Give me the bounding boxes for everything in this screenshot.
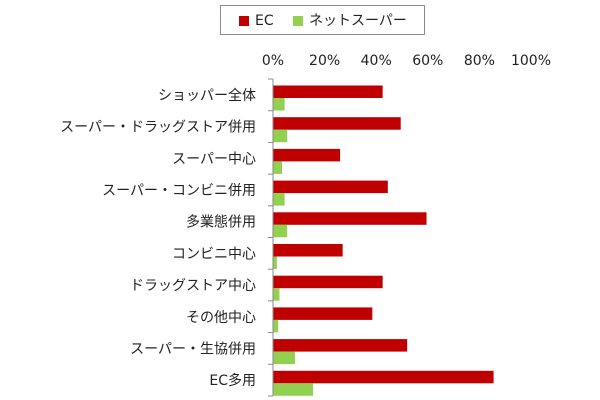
- legend: EC ネットスーパー: [220, 5, 425, 35]
- bar-ec: [273, 117, 401, 130]
- category-label: その他中心: [186, 310, 256, 326]
- bar-net-super: [273, 224, 288, 238]
- legend-entry-net-super: ネットスーパー: [293, 13, 407, 29]
- bar-net-super: [273, 193, 285, 206]
- category-label: スーパー中心: [172, 151, 256, 167]
- bar-ec: [273, 307, 373, 320]
- category-label: スーパー・コンビニ併用: [102, 183, 256, 199]
- category-label: スーパー・ドラッグストア併用: [60, 120, 256, 136]
- legend-entry-ec: EC: [239, 13, 274, 29]
- legend-swatch-net-super: [293, 16, 303, 26]
- x-tick-label: 100%: [511, 53, 551, 69]
- bar-ec: [273, 370, 494, 384]
- x-tick-label: 40%: [361, 53, 392, 69]
- category-label: EC多用: [209, 372, 256, 389]
- bar-ec: [273, 180, 388, 194]
- bar-net-super: [273, 351, 295, 365]
- legend-label-ec: EC: [255, 13, 274, 29]
- bar-net-super: [273, 98, 285, 111]
- bar-ec: [273, 148, 341, 162]
- category-label: コンビニ中心: [172, 246, 256, 262]
- x-tick-label: 20%: [309, 53, 340, 69]
- bar-net-super: [273, 129, 288, 143]
- bar-ec: [273, 275, 383, 289]
- bar-net-super: [273, 288, 280, 301]
- bar-ec: [273, 339, 408, 352]
- bar-ec: [273, 85, 383, 98]
- x-tick-label: 0%: [262, 53, 284, 69]
- bar-net-super: [273, 383, 313, 396]
- legend-label-net-super: ネットスーパー: [309, 13, 407, 29]
- category-label: スーパー・生協併用: [130, 341, 256, 357]
- category-label: ショッパー全体: [158, 87, 256, 104]
- x-tick-label: 80%: [464, 53, 495, 69]
- bar-net-super: [273, 161, 283, 174]
- x-tick-label: 60%: [412, 53, 443, 69]
- category-label: 多業態併用: [186, 214, 256, 231]
- bar-net-super: [273, 319, 279, 333]
- bar-ec: [273, 212, 427, 225]
- bar-net-super: [273, 256, 277, 269]
- bar-ec: [273, 244, 343, 257]
- category-label: ドラッグストア中心: [130, 278, 256, 294]
- legend-swatch-ec: [239, 16, 249, 26]
